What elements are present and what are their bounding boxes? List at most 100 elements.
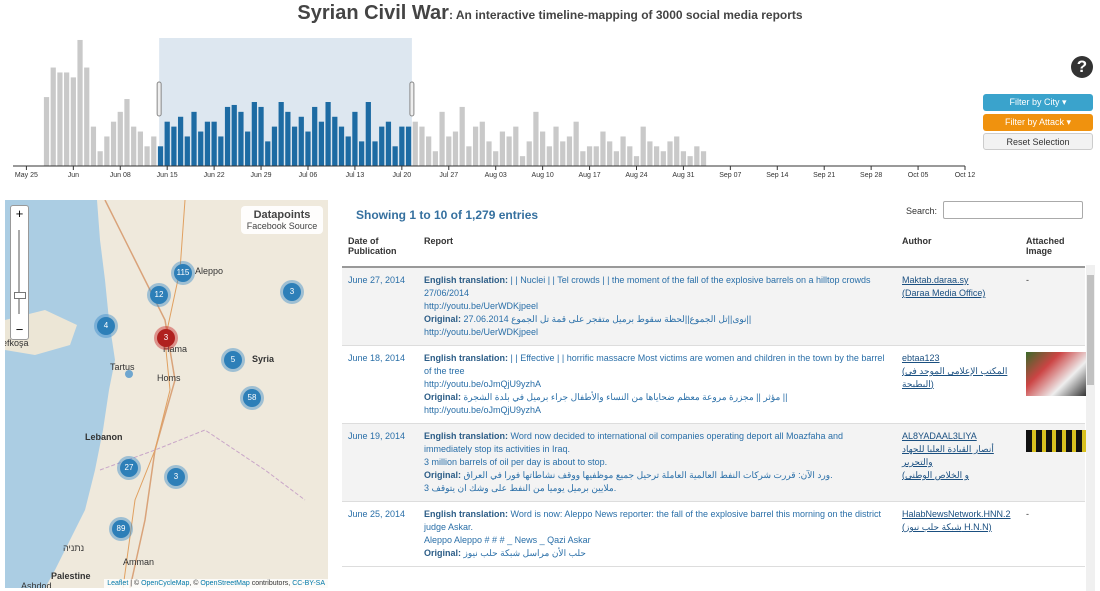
bar [432,151,438,166]
column-header[interactable]: Author [896,232,1020,268]
filter-city-button[interactable]: Filter by City ▾ [983,94,1093,111]
x-tick-label: Jul 27 [439,172,458,179]
attribution-link[interactable]: OpenCycleMap [141,580,190,587]
author-link[interactable]: (المكتب الإعلامي الموحد في البطيحة) [902,366,1008,389]
author-link[interactable]: أنصار القيادة العليا للجهاد والتحرير [902,444,994,467]
report-line: 3 million barrels of oil per day is abou… [424,456,890,469]
x-tick-label: Jun 22 [204,172,225,179]
cluster-count: 89 [117,524,126,533]
bar [472,126,479,166]
bar [231,104,237,166]
cluster-count: 3 [174,472,179,481]
author-link[interactable]: (شبكة حلب نيوز H.N.N) [902,522,992,532]
report-text: Aleppo Aleppo # # # _ News _ Qazi Askar [424,535,591,545]
author-link[interactable]: ebtaa123 [902,353,940,363]
author-link[interactable]: Maktab.daraa.sy [902,275,969,285]
brush-handle[interactable] [156,81,162,117]
author-link[interactable]: (Daraa Media Office) [902,288,986,298]
cluster-core [167,468,185,486]
table-panel: Showing 1 to 10 of 1,279 entries Search:… [342,200,1095,591]
cluster-marker[interactable]: 3 [164,465,188,489]
bar [157,146,164,166]
bar [84,67,90,166]
help-icon[interactable]: ? [1071,56,1093,78]
cluster-count: 3 [164,333,169,342]
bar [519,156,526,166]
report-cell: English translation: | | Effective | | h… [418,345,896,424]
bar [540,131,546,166]
bar [338,126,345,166]
report-text: | | Effective | | horrific massacre Most… [424,353,885,376]
cluster-marker[interactable]: 4 [94,314,118,338]
cluster-marker[interactable]: 3 [280,280,304,304]
place-label: Tartus [110,362,135,372]
column-header[interactable]: Report [418,232,896,268]
brush-handle[interactable] [409,81,415,117]
place-label: נתניה [63,543,84,553]
bar [580,151,586,166]
bar [298,116,304,166]
thumbnail[interactable] [1026,352,1086,396]
place-label: Amman [123,557,154,567]
cluster-count: 58 [248,393,257,402]
zoom-slider[interactable] [11,222,28,322]
bar [506,136,512,166]
cluster-core [157,329,175,347]
place-label: Syria [252,354,275,364]
zoom-in[interactable]: + [15,206,24,221]
search-label: Search: [906,206,938,216]
table-row: June 27, 2014 English translation: | | Nu… [342,267,1085,346]
report-text: نوى||تل الجموع||لحظة سقوط برميل متفجر عل… [461,314,752,324]
legend-item[interactable]: Facebook Source [246,221,318,231]
report-text: مؤثر || مجزرة مروعة معظم ضحاياها من النس… [461,392,788,402]
author-link[interactable]: AL8YADAAL3LIYA [902,431,977,441]
zoom-out[interactable]: − [15,322,24,337]
cluster-marker[interactable]: 5 [221,348,245,372]
bar [77,39,83,166]
report-text: حلب الأن مراسل شبكة حلب نيوز [461,548,586,558]
bar [466,146,472,166]
attribution-text: | © [128,580,142,587]
x-tick-label: Jun 15 [157,172,178,179]
bar [43,97,50,166]
table-row: June 18, 2014 English translation: | | Ef… [342,345,1086,424]
attribution-link[interactable]: OpenStreetMap [200,580,250,587]
attribution-link[interactable]: Leaflet [107,580,129,587]
bar [653,146,660,166]
scroll-thumb[interactable] [1087,275,1094,385]
x-tick-label: Jun [68,172,79,179]
timeline[interactable]: May 25 Jun Jun 08 Jun 15 Jun 22 Jun 29 Jul 06 J… [0,0,975,185]
column-header[interactable]: Attached Image [1020,232,1085,268]
cluster-marker[interactable]: 115 [171,261,195,285]
bar [204,121,211,166]
attribution-link[interactable]: CC-BY-SA [292,580,325,587]
table-body: June 27, 2014 English translation: | | Nu… [342,267,1086,567]
bar [680,151,687,166]
zoom-control: + − [10,205,29,340]
bar [667,141,673,166]
map[interactable]: Aleppo Syria Hama Tartus Homs Lebanon נתניה Amm… [5,200,328,588]
x-tick-label: Oct 05 [908,172,929,179]
report-line: 3 ملايين برميل يوميا من النفط على وشك ان… [424,482,890,495]
cluster-marker[interactable]: 58 [240,386,264,410]
bar [600,131,606,166]
bar [620,136,626,166]
cluster-marker[interactable]: 89 [109,517,133,541]
filter-attack-button[interactable]: Filter by Attack ▾ [983,114,1093,131]
author-link[interactable]: (و الخلاص الوطني [902,470,969,480]
bar [607,141,613,166]
bar [245,131,251,166]
search-input[interactable] [943,201,1083,219]
cluster-marker[interactable]: 27 [117,456,141,480]
report-text: http://youtu.be/oJmQjU9yzhA [424,379,542,389]
cluster-marker[interactable]: 12 [147,283,171,307]
scrollbar[interactable] [1086,265,1095,591]
thumbnail[interactable] [1026,430,1086,452]
cluster-marker[interactable]: 3 [154,326,178,350]
bar [560,141,566,166]
bar [533,111,539,166]
author-link[interactable]: HalabNewsNetwork.HNN.2 [902,509,1011,519]
column-header[interactable]: Date of Publication [342,232,418,268]
header: Syrian Civil War: An interactive timelin… [0,2,1100,25]
reset-button[interactable]: Reset Selection [983,133,1093,150]
